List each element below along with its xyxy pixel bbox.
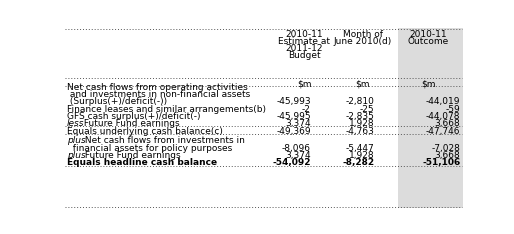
Text: -59: -59 [446,105,460,114]
Text: -45,995: -45,995 [276,112,310,121]
Text: 1,928: 1,928 [348,119,374,128]
Text: Month of: Month of [343,30,382,39]
Text: plus: plus [67,136,85,145]
Bar [397,28,463,208]
Text: -7,028: -7,028 [431,144,460,153]
Text: less: less [67,119,84,128]
Text: -2: -2 [302,105,310,114]
Text: Equals headline cash balance: Equals headline cash balance [67,158,217,167]
Text: -44,019: -44,019 [426,97,460,106]
Text: 3,668: 3,668 [434,119,460,128]
Text: 3,668: 3,668 [434,151,460,160]
Text: 2010-11: 2010-11 [410,30,447,39]
Text: Estimate at: Estimate at [279,37,331,46]
Text: 1,928: 1,928 [348,151,374,160]
Text: -51,106: -51,106 [422,158,460,167]
Text: Equals underlying cash balance(c): Equals underlying cash balance(c) [67,127,223,136]
Text: 2010-11: 2010-11 [286,30,323,39]
Text: -25: -25 [360,105,374,114]
Text: -2,810: -2,810 [345,97,374,106]
Text: $m: $m [421,80,436,89]
Text: Net cash flows from investments in: Net cash flows from investments in [82,136,245,145]
Text: Future Fund earnings: Future Fund earnings [82,151,180,160]
Text: June 2010(d): June 2010(d) [334,37,392,46]
Text: -8,096: -8,096 [282,144,310,153]
Text: financial assets for policy purposes: financial assets for policy purposes [67,144,232,153]
Text: Finance leases and similar arrangements(b): Finance leases and similar arrangements(… [67,105,266,114]
Text: -4,763: -4,763 [345,127,374,136]
Text: -54,092: -54,092 [272,158,310,167]
Text: Net cash flows from operating activities: Net cash flows from operating activities [67,83,247,92]
Text: Outcome: Outcome [408,37,449,46]
Text: $m: $m [297,80,312,89]
Text: -45,993: -45,993 [276,97,310,106]
Text: -47,746: -47,746 [426,127,460,136]
Text: 3,374: 3,374 [285,151,310,160]
Text: $m: $m [355,80,370,89]
Text: 2011-12: 2011-12 [286,44,323,53]
Text: GFS cash surplus(+)/deficit(-): GFS cash surplus(+)/deficit(-) [67,112,200,121]
Text: -49,369: -49,369 [276,127,310,136]
Text: -2,835: -2,835 [345,112,374,121]
Text: (Surplus(+)/deficit(-)): (Surplus(+)/deficit(-)) [67,97,167,106]
Text: Future Fund earnings: Future Fund earnings [81,119,179,128]
Text: 3,374: 3,374 [285,119,310,128]
Text: -44,078: -44,078 [426,112,460,121]
Text: -8,282: -8,282 [342,158,374,167]
Text: -5,447: -5,447 [345,144,374,153]
Text: Budget: Budget [288,51,321,60]
Text: and investments in non-financial assets: and investments in non-financial assets [67,90,250,99]
Text: plus: plus [67,151,85,160]
